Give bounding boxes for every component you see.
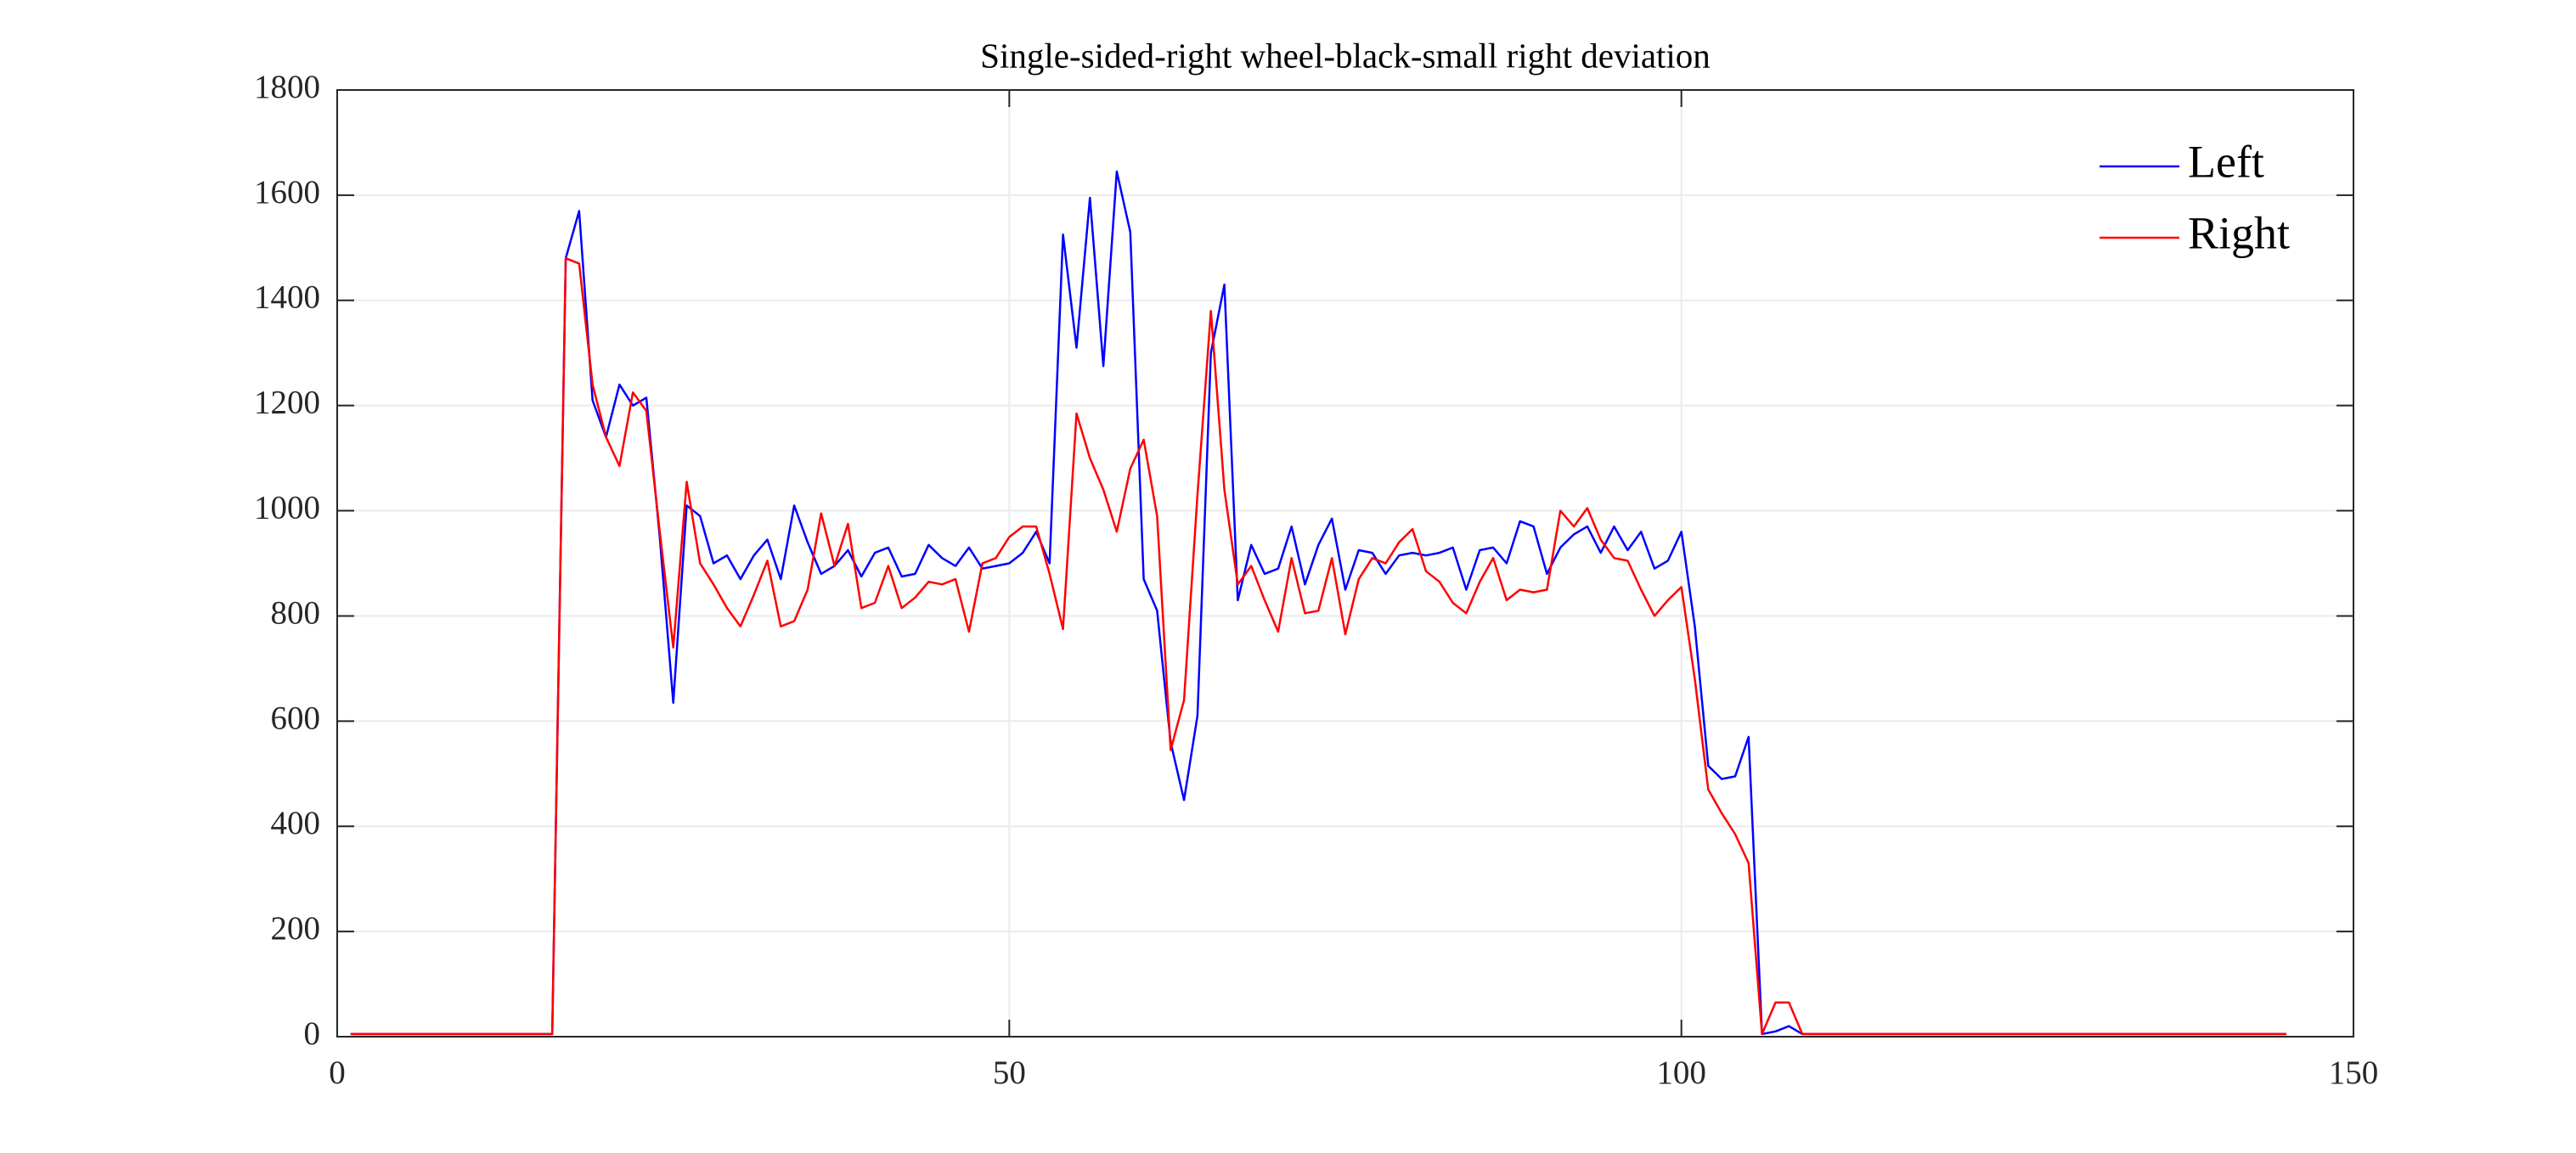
x-tick-label: 50: [993, 1055, 1026, 1091]
x-tick-label: 100: [1656, 1055, 1706, 1091]
y-tick-label: 1200: [254, 385, 320, 421]
line-series: [350, 256, 2286, 1036]
x-tick-label: 150: [2329, 1055, 2379, 1091]
chart-title: Single-sided-right wheel-black-small rig…: [980, 36, 1711, 75]
x-tick-label: 0: [329, 1055, 346, 1091]
y-tick-label: 400: [271, 805, 321, 841]
y-tick-label: 1400: [254, 279, 320, 316]
y-tick-label: 200: [271, 910, 321, 947]
y-tick-label: 600: [271, 700, 321, 736]
y-tick-label: 0: [304, 1015, 321, 1052]
legend-label: Right: [2188, 207, 2290, 258]
legend-label: Left: [2188, 136, 2264, 187]
y-tick-label: 1800: [254, 69, 320, 105]
y-tick-label: 1000: [254, 490, 320, 526]
plot-frame: [336, 89, 2354, 1038]
y-tick-label: 800: [271, 594, 321, 631]
y-tick-label: 1600: [254, 174, 320, 211]
